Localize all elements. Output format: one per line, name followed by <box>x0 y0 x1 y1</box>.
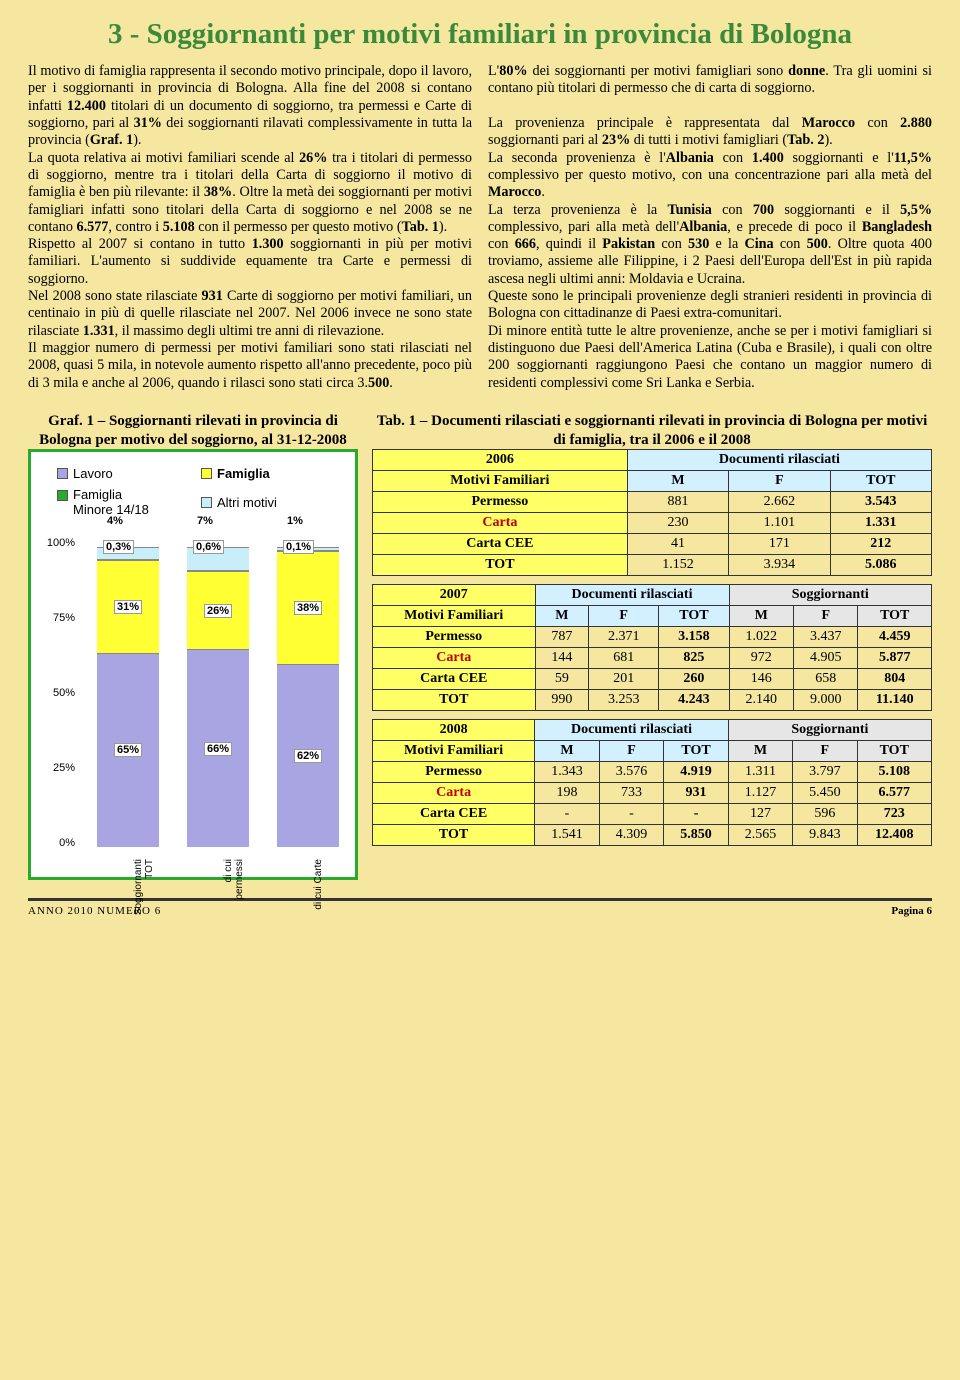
legend-label: Altri motivi <box>217 495 277 510</box>
page-title: 3 - Soggiornanti per motivi familiari in… <box>28 18 932 51</box>
body-columns: Il motivo di famiglia rappresenta il sec… <box>28 63 932 392</box>
legend-altri: Altri motivi <box>201 487 345 517</box>
legend-label: Lavoro <box>73 466 113 481</box>
table-2007: 2007Documenti rilasciatiSoggiornanti Mot… <box>372 584 932 711</box>
table-2008: 2008Documenti rilasciatiSoggiornanti Mot… <box>372 719 932 846</box>
tables-host: 2006Documenti rilasciati Motivi Familiar… <box>372 449 932 846</box>
legend-label: Famiglia Minore 14/18 <box>73 487 163 517</box>
graf1-title: Graf. 1 – Soggiornanti rilevati in provi… <box>28 412 358 450</box>
legend-famiglia: Famiglia <box>201 466 345 481</box>
legend-lavoro: Lavoro <box>57 466 201 481</box>
chart-container: Lavoro Famiglia Famiglia Minore 14/18 Al… <box>28 449 358 880</box>
tab1-title: Tab. 1 – Documenti rilasciati e soggiorn… <box>372 412 932 450</box>
legend-famiglia-min: Famiglia Minore 14/18 <box>57 487 201 517</box>
column-right: L'80% dei soggiornanti per motivi famigl… <box>488 63 932 392</box>
page-footer: ANNO 2010 NUMERO 6 Pagina 6 <box>28 898 932 917</box>
legend-label: Famiglia <box>217 466 270 481</box>
footer-right: Pagina 6 <box>891 905 932 917</box>
stacked-bar-chart: 0%25%50%75%100%4%31%65%0,3%Soggiornanti … <box>79 529 339 869</box>
column-left: Il motivo di famiglia rappresenta il sec… <box>28 63 472 392</box>
table-2006: 2006Documenti rilasciati Motivi Familiar… <box>372 449 932 576</box>
